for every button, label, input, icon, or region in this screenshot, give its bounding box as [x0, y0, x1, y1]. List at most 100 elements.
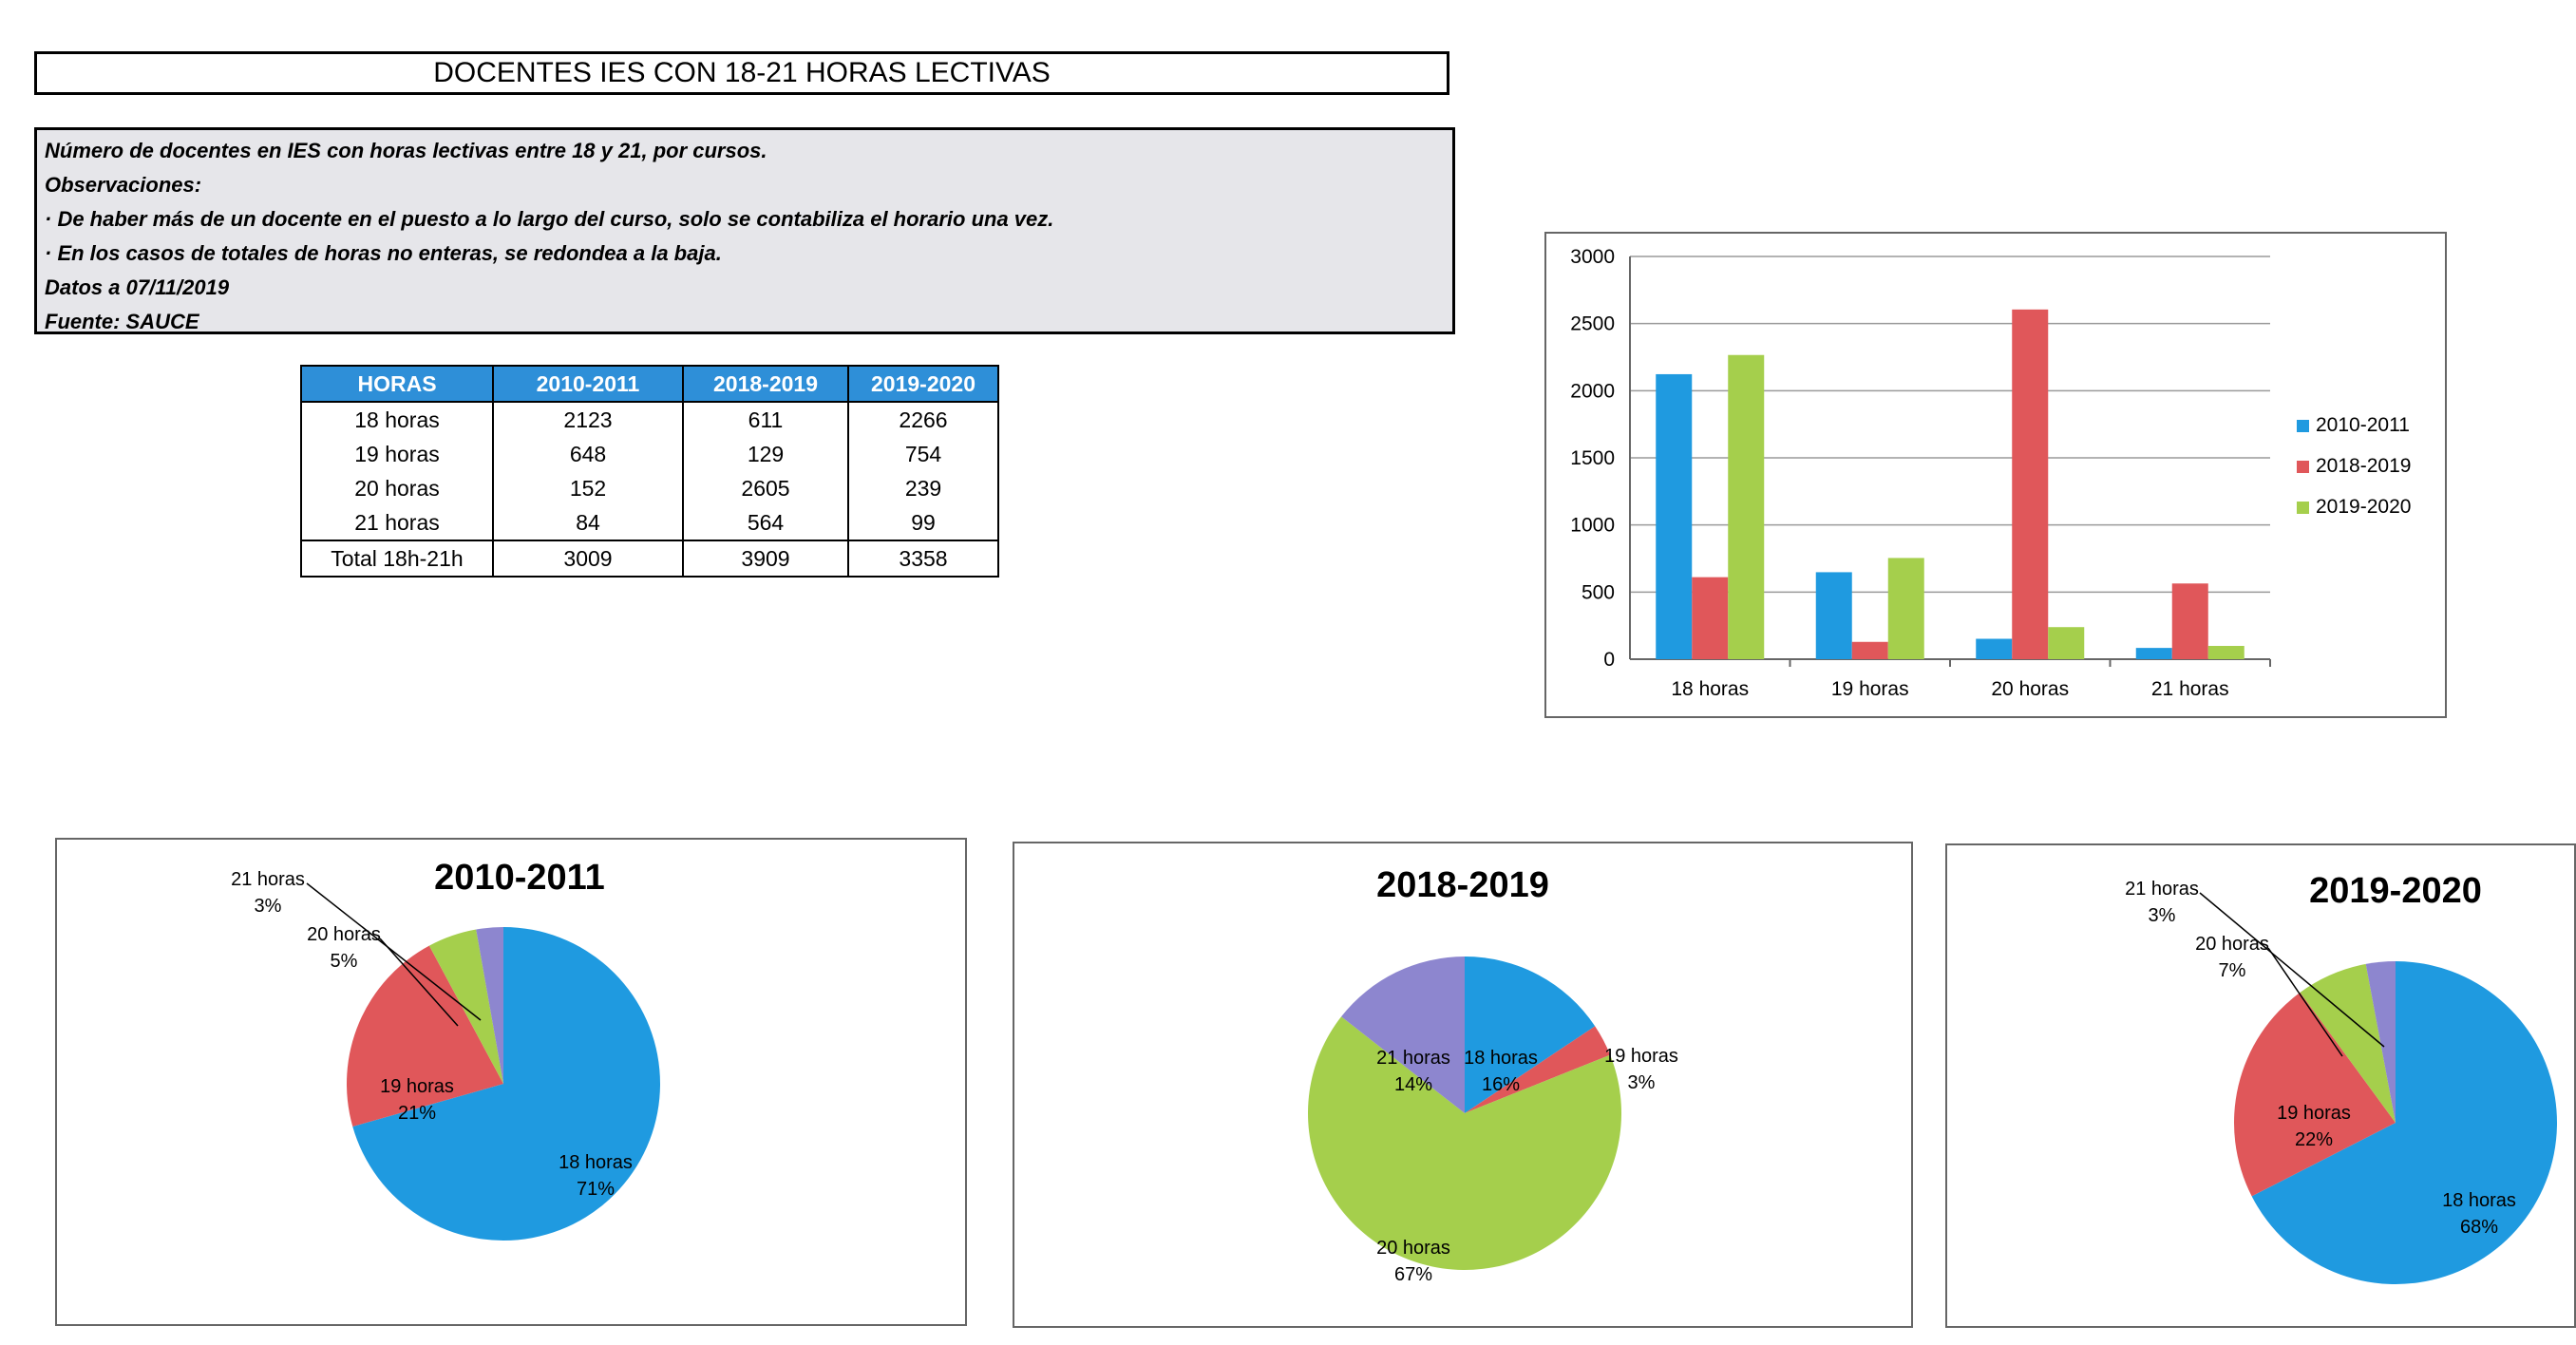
notes-date: Datos a 07/11/2019 — [45, 275, 230, 299]
slice-percent: 71% — [577, 1179, 615, 1200]
bar-chart: 0 500 1000 1500 2000 2500 3000 18 horas 19 horas… — [1570, 246, 2411, 700]
table-cell: 648 — [492, 437, 684, 471]
table-header-cell: 2019-2020 — [847, 365, 999, 403]
pie-title: 2019-2020 — [2309, 871, 2482, 911]
y-tick-label: 0 — [1603, 649, 1615, 671]
slice-label: 18 horas — [1464, 1048, 1538, 1069]
table-header-cell: 2018-2019 — [682, 365, 849, 403]
slice-label: 19 horas — [1604, 1046, 1678, 1067]
y-tick-label: 2500 — [1570, 313, 1615, 335]
legend-label: 2019-2020 — [2316, 496, 2411, 518]
bar — [1887, 558, 1924, 659]
bar — [1976, 638, 2013, 659]
pie-slice — [2365, 961, 2396, 1123]
slice-label: 21 horas — [2125, 879, 2199, 900]
table-cell: 3909 — [682, 540, 849, 578]
table-cell: 152 — [492, 471, 684, 505]
bar — [1728, 354, 1765, 659]
table-row: 20 horas 152 2605 239 — [300, 471, 999, 505]
pie-title: 2018-2019 — [1376, 865, 1549, 905]
slice-percent: 67% — [1394, 1264, 1432, 1285]
slice-percent: 3% — [255, 896, 282, 917]
table-cell: 2605 — [682, 471, 849, 505]
leader-line — [2199, 892, 2385, 1048]
slice-percent: 5% — [331, 951, 358, 972]
table-row: 18 horas 2123 611 2266 — [300, 402, 999, 437]
bar — [2135, 648, 2172, 659]
table-cell: 2123 — [492, 402, 684, 437]
table-header-cell: HORAS — [300, 365, 494, 403]
slice-label: 20 horas — [1376, 1238, 1450, 1259]
pie-chart-frame-1: 2010-2011 18 horas 71% 19 horas 21% 20 horas 5… — [55, 838, 967, 1326]
legend-swatch — [2297, 502, 2309, 514]
x-tick-label: 20 horas — [1991, 678, 2069, 700]
x-tick-label: 21 horas — [2151, 678, 2229, 700]
pie-title: 2010-2011 — [434, 858, 605, 898]
bar — [1815, 572, 1852, 659]
notes-observation-2: · En los casos de totales de horas no en… — [45, 241, 722, 265]
slice-percent: 16% — [1482, 1074, 1520, 1095]
pie-slice — [1341, 957, 1465, 1113]
table-cell: 2266 — [847, 402, 999, 437]
bar — [1851, 641, 1888, 659]
slice-label: 19 horas — [380, 1076, 454, 1097]
table-cell: 3358 — [847, 540, 999, 578]
table-cell: 3009 — [492, 540, 684, 578]
bar — [2012, 309, 2049, 659]
bar-chart-frame: 0 500 1000 1500 2000 2500 3000 18 horas 19 horas… — [1544, 232, 2447, 718]
pie-slice — [352, 927, 660, 1241]
pie-slice — [2234, 992, 2396, 1197]
leader-line — [306, 882, 482, 1021]
slice-label: 19 horas — [2277, 1103, 2351, 1124]
pie-chart-2019-2020: 2019-2020 18 horas 68% 19 horas 22% 20 horas 7… — [2125, 871, 2557, 1284]
table-cell: 129 — [682, 437, 849, 471]
table-header-cell: 2010-2011 — [492, 365, 684, 403]
table-cell: 21 horas — [300, 505, 494, 540]
bar — [2048, 627, 2085, 659]
slice-label: 20 horas — [307, 924, 381, 945]
y-tick-label: 2000 — [1570, 380, 1615, 402]
notes-description: Número de docentes en IES con horas lect… — [45, 139, 767, 162]
data-table: HORAS 2010-2011 2018-2019 2019-2020 18 h… — [300, 365, 999, 578]
leader-line — [2267, 947, 2343, 1057]
table-cell: 754 — [847, 437, 999, 471]
pie-slice — [1465, 1026, 1611, 1113]
bar — [1656, 373, 1693, 659]
pie-slice — [2251, 961, 2557, 1284]
pie-slice — [476, 927, 503, 1084]
y-tick-label: 1500 — [1570, 447, 1615, 469]
table-total-row: Total 18h-21h 3009 3909 3358 — [300, 540, 999, 578]
notes-observation-1: · De haber más de un docente en el puest… — [45, 207, 1054, 231]
slice-label: 20 horas — [2195, 934, 2269, 955]
y-tick-label: 500 — [1582, 581, 1615, 603]
table-row: 21 horas 84 564 99 — [300, 505, 999, 540]
table-cell: 84 — [492, 505, 684, 540]
pie-chart-frame-2: 2018-2019 18 horas 16% 19 horas 3% 20 horas 67… — [1013, 842, 1913, 1328]
slice-percent: 21% — [398, 1103, 436, 1124]
table-cell: 611 — [682, 402, 849, 437]
pie-chart-2010-2011: 2010-2011 18 horas 71% 19 horas 21% 20 horas 5… — [231, 858, 660, 1241]
slice-label: 21 horas — [231, 869, 305, 890]
y-tick-label: 1000 — [1570, 515, 1615, 537]
leader-line — [379, 938, 459, 1027]
pie-slice — [1465, 957, 1596, 1113]
legend-label: 2018-2019 — [2316, 455, 2411, 477]
table-cell: 99 — [847, 505, 999, 540]
slice-percent: 14% — [1394, 1074, 1432, 1095]
slice-label: 18 horas — [2442, 1190, 2516, 1211]
bar — [2207, 646, 2245, 659]
slice-percent: 3% — [2149, 905, 2176, 926]
table-cell: 239 — [847, 471, 999, 505]
table-cell: Total 18h-21h — [300, 540, 494, 578]
table-cell: 564 — [682, 505, 849, 540]
y-tick-label: 3000 — [1570, 246, 1615, 268]
slice-percent: 3% — [1628, 1072, 1656, 1093]
notes-observations-heading: Observaciones: — [45, 173, 202, 197]
x-tick-label: 19 horas — [1831, 678, 1909, 700]
notes-box: Número de docentes en IES con horas lect… — [34, 127, 1455, 334]
table-cell: 18 horas — [300, 402, 494, 437]
pie-slice — [1308, 1016, 1621, 1270]
table-row: 19 horas 648 129 754 — [300, 437, 999, 471]
legend-label: 2010-2011 — [2316, 414, 2410, 436]
bar — [2171, 583, 2208, 659]
